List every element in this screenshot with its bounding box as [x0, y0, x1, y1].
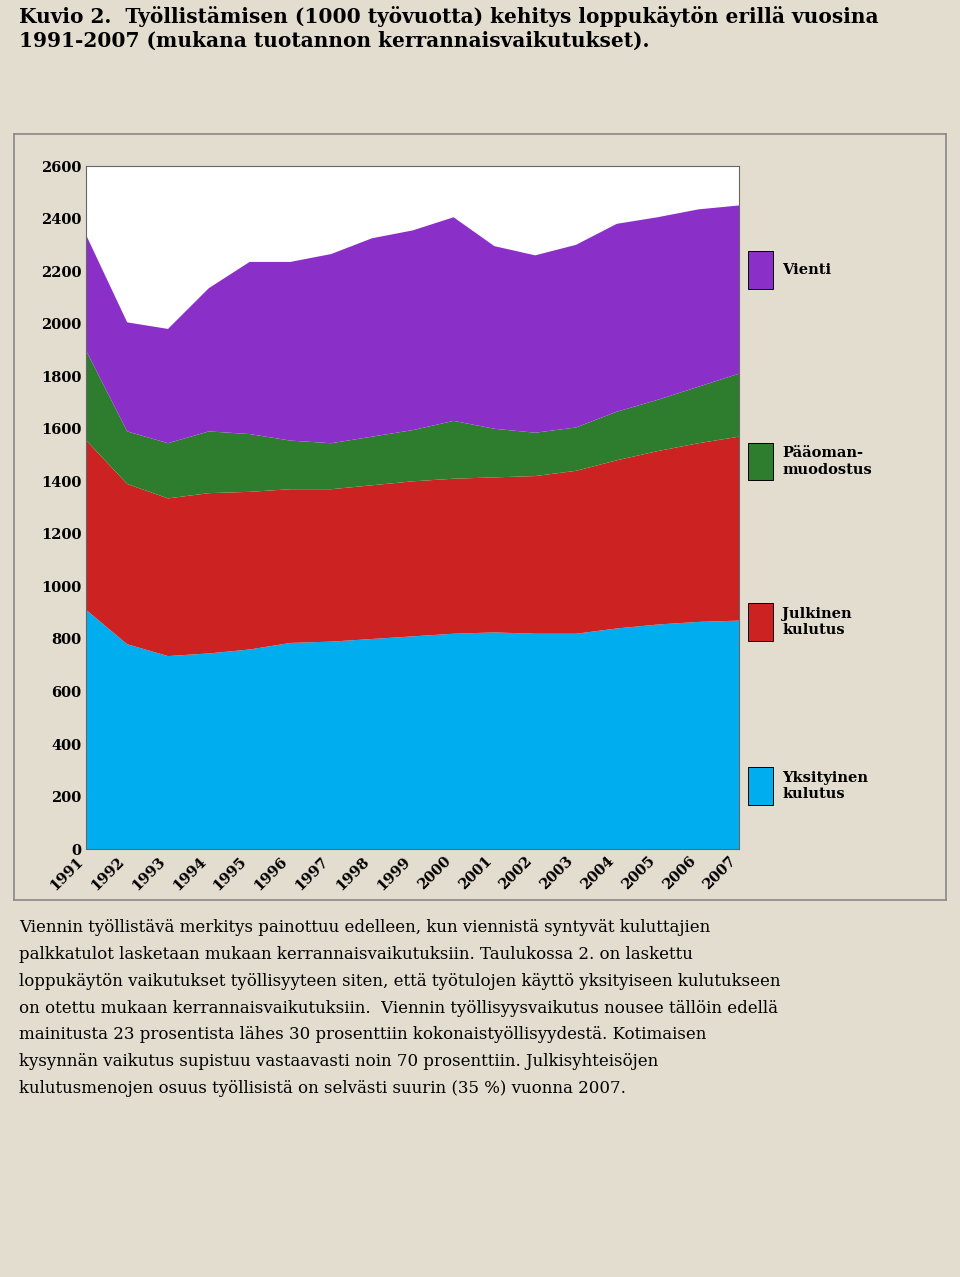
FancyBboxPatch shape — [748, 443, 773, 480]
FancyBboxPatch shape — [748, 767, 773, 805]
FancyBboxPatch shape — [748, 603, 773, 641]
Text: Yksityinen
kulutus: Yksityinen kulutus — [782, 771, 869, 801]
Text: Kuvio 2.  Työllistämisen (1000 työvuotta) kehitys loppukäytön erillä vuosina
199: Kuvio 2. Työllistämisen (1000 työvuotta)… — [19, 6, 878, 51]
Text: Vienti: Vienti — [782, 263, 831, 277]
Text: Viennin työllistävä merkitys painottuu edelleen, kun viennistä syntyvät kuluttaj: Viennin työllistävä merkitys painottuu e… — [19, 919, 780, 1097]
FancyBboxPatch shape — [748, 252, 773, 289]
Text: Pääoman-
muodostus: Pääoman- muodostus — [782, 447, 872, 476]
Text: Julkinen
kulutus: Julkinen kulutus — [782, 607, 852, 637]
